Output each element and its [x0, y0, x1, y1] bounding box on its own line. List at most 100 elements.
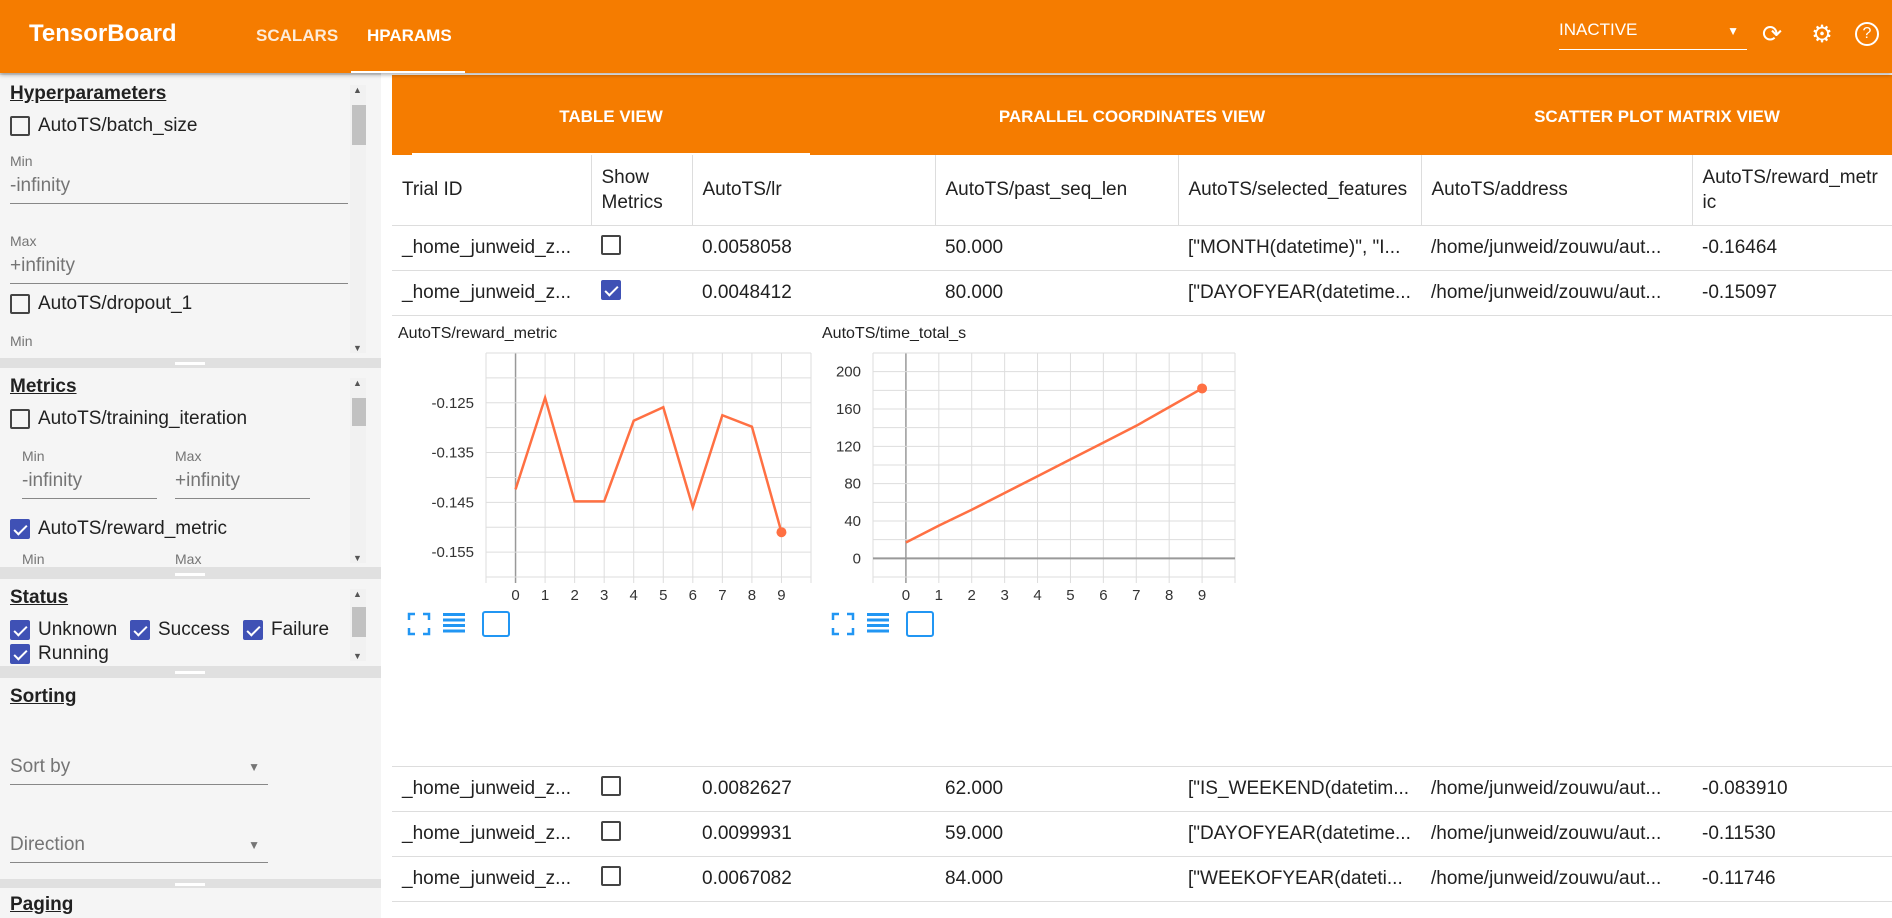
- status-section: Status Unknown Success Failure Running ▲…: [0, 579, 381, 666]
- status-unknown[interactable]: Unknown: [10, 619, 117, 641]
- expanded-metrics-cell: [392, 315, 1892, 767]
- checkbox-label: AutoTS/dropout_1: [38, 293, 193, 314]
- cell-lr: 0.0082627: [692, 766, 935, 812]
- hparam-checkbox-batch-size[interactable]: AutoTS/batch_size: [10, 115, 197, 137]
- min-input[interactable]: -infinity: [22, 470, 157, 499]
- metric-checkbox-reward[interactable]: AutoTS/reward_metric: [10, 518, 227, 540]
- cell-past: 59.000: [935, 811, 1178, 857]
- checkbox-label: AutoTS/training_iteration: [38, 408, 248, 429]
- metric-checkbox-training-iteration[interactable]: AutoTS/training_iteration: [10, 408, 247, 430]
- checkbox[interactable]: [10, 294, 30, 314]
- column-header[interactable]: Show Metrics: [591, 155, 693, 226]
- checkbox[interactable]: [10, 519, 30, 539]
- direction-select[interactable]: Direction ▼: [10, 834, 268, 863]
- app-title: TensorBoard: [29, 20, 177, 47]
- column-header[interactable]: AutoTS/address: [1421, 155, 1693, 226]
- cell-reward: -0.11746: [1692, 856, 1892, 902]
- scrollbar[interactable]: ▲ ▼: [350, 378, 366, 563]
- status-success[interactable]: Success: [130, 619, 230, 641]
- dropdown-arrow-icon: ▼: [248, 760, 260, 774]
- cell-trial: _home_junweid_z...: [392, 270, 591, 316]
- table-row[interactable]: _home_junweid_z... 0.0082627 62.000 ["IS_WE…: [392, 766, 1892, 812]
- cell-features: ["DAYOFYEAR(datetime...: [1178, 811, 1421, 857]
- dropdown-arrow-icon: ▼: [248, 838, 260, 852]
- show-metrics-checkbox[interactable]: [601, 820, 621, 841]
- column-header[interactable]: AutoTS/selected_features: [1178, 155, 1422, 226]
- top-bar: TensorBoard SCALARS HPARAMS INACTIVE ▼ ⟳ …: [0, 0, 1892, 73]
- section-title: Hyperparameters: [10, 83, 167, 104]
- show-metrics-checkbox[interactable]: [601, 234, 621, 255]
- table-row[interactable]: _home_junweid_z... 0.0048412 80.000 ["DAYOF…: [392, 270, 1892, 316]
- status-running[interactable]: Running: [10, 643, 109, 665]
- checkbox[interactable]: [130, 620, 150, 640]
- checkbox[interactable]: [243, 620, 263, 640]
- settings-icon[interactable]: ⚙: [1811, 21, 1833, 48]
- cell-past: 84.000: [935, 856, 1178, 902]
- cell-reward: -0.083910: [1692, 766, 1892, 812]
- cell-show: [591, 270, 692, 316]
- cell-reward: -0.11530: [1692, 811, 1892, 857]
- min-input[interactable]: -infinity: [10, 175, 348, 204]
- show-metrics-checkbox[interactable]: [601, 279, 621, 300]
- section-title: Status: [10, 587, 69, 608]
- nav-hparams[interactable]: HPARAMS: [367, 26, 452, 45]
- cell-show: [591, 856, 692, 902]
- table-header: Trial ID Show Metrics AutoTS/lr AutoTS/past…: [392, 155, 1892, 226]
- checkbox[interactable]: [10, 409, 30, 429]
- scroll-thumb[interactable]: [352, 607, 366, 637]
- cell-past: 50.000: [935, 225, 1178, 271]
- column-header[interactable]: AutoTS/reward_metric: [1692, 155, 1892, 226]
- refresh-icon[interactable]: ⟳: [1761, 21, 1783, 48]
- table-row[interactable]: _home_junweid_z... 0.0099931 59.000 ["DAYOF…: [392, 811, 1892, 857]
- cell-lr: 0.0067082: [692, 856, 935, 902]
- cell-show: [591, 225, 692, 271]
- min-label: Min: [22, 551, 45, 567]
- checkbox-label: AutoTS/reward_metric: [38, 518, 228, 539]
- nav-scalars[interactable]: SCALARS: [256, 26, 339, 45]
- column-header[interactable]: AutoTS/past_seq_len: [935, 155, 1179, 226]
- cell-reward: -0.16464: [1692, 225, 1892, 271]
- scroll-up-icon[interactable]: ▲: [353, 589, 362, 599]
- scroll-down-icon[interactable]: ▼: [353, 553, 362, 563]
- scroll-down-icon[interactable]: ▼: [353, 651, 362, 661]
- table-row[interactable]: _home_junweid_z... 0.0067082 84.000 ["WEEKO…: [392, 856, 1892, 902]
- scrollbar[interactable]: ▲ ▼: [350, 589, 366, 661]
- column-header[interactable]: AutoTS/lr: [692, 155, 936, 226]
- checkbox[interactable]: [10, 116, 30, 136]
- max-input[interactable]: +infinity: [175, 470, 310, 499]
- cell-address: /home/junweid/zouwu/aut...: [1421, 766, 1692, 812]
- view-tabs: TABLE VIEW PARALLEL COORDINATES VIEW SCA…: [392, 75, 1892, 155]
- tab-parallel-coordinates[interactable]: PARALLEL COORDINATES VIEW: [998, 107, 1266, 126]
- help-icon[interactable]: ?: [1855, 22, 1879, 46]
- cell-address: /home/junweid/zouwu/aut...: [1421, 270, 1692, 316]
- cell-address: /home/junweid/zouwu/aut...: [1421, 811, 1692, 857]
- tab-scatter-plot-matrix[interactable]: SCATTER PLOT MATRIX VIEW: [1534, 107, 1780, 126]
- metrics-section: Metrics AutoTS/training_iteration Min Ma…: [0, 368, 381, 567]
- trials-table: Trial ID Show Metrics AutoTS/lr AutoTS/past…: [392, 155, 1892, 902]
- scroll-down-icon[interactable]: ▼: [353, 343, 362, 353]
- hparam-checkbox-dropout[interactable]: AutoTS/dropout_1: [10, 293, 192, 315]
- scroll-thumb[interactable]: [352, 105, 366, 145]
- show-metrics-checkbox[interactable]: [601, 865, 621, 886]
- checkbox[interactable]: [10, 620, 30, 640]
- checkbox[interactable]: [10, 644, 30, 664]
- resize-handle[interactable]: [175, 362, 205, 365]
- scroll-up-icon[interactable]: ▲: [353, 378, 362, 388]
- table-row[interactable]: _home_junweid_z... 0.0058058 50.000 ["MONTH…: [392, 225, 1892, 271]
- max-input[interactable]: +infinity: [10, 255, 348, 284]
- run-select[interactable]: INACTIVE ▼: [1559, 20, 1747, 50]
- resize-handle[interactable]: [175, 671, 205, 674]
- status-failure[interactable]: Failure: [243, 619, 329, 641]
- sort-by-select[interactable]: Sort by ▼: [10, 756, 268, 785]
- resize-handle[interactable]: [175, 883, 205, 886]
- tab-table-view[interactable]: TABLE VIEW: [559, 107, 663, 126]
- hyperparameters-section: Hyperparameters AutoTS/batch_size Min -i…: [0, 75, 381, 358]
- show-metrics-checkbox[interactable]: [601, 775, 621, 796]
- resize-handle[interactable]: [175, 573, 205, 576]
- scroll-up-icon[interactable]: ▲: [353, 85, 362, 95]
- scroll-thumb[interactable]: [352, 398, 366, 426]
- checkbox-label: Running: [38, 643, 109, 664]
- active-tab-indicator: [412, 153, 810, 155]
- column-header[interactable]: Trial ID: [392, 155, 592, 226]
- scrollbar[interactable]: ▲ ▼: [350, 85, 366, 353]
